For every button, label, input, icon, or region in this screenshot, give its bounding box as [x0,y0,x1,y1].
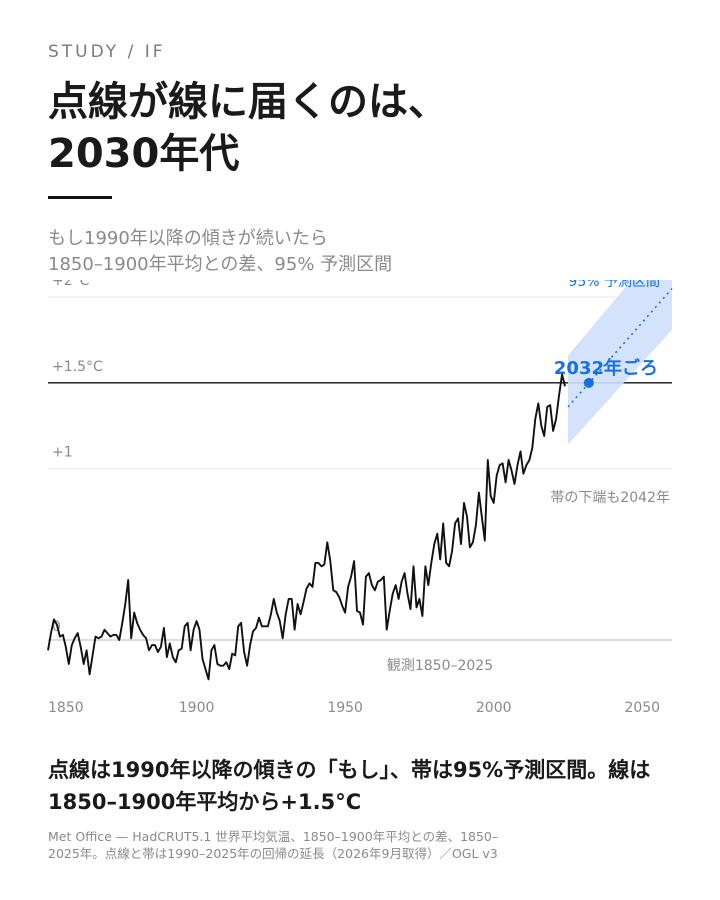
x-tick-label: 1900 [179,700,215,716]
caption-text: 点線は1990年以降の傾きの「もし」、帯は95%予測区間。線は1850–1900… [48,758,651,814]
trend-dotted-line [567,288,673,408]
headline-line-2: 2030年代 [48,131,240,177]
headline-rule [48,196,112,199]
source-line-1: Met Office — HadCRUT5.1 世界平均気温、1850–1900… [48,829,499,844]
crossing-label: 2032年ごろ [554,357,658,379]
subtitle-line-2: 1850–1900年平均との差、95% 予測区間 [48,254,393,275]
y-tick-label: 0 [52,619,61,635]
x-tick-label: 2000 [476,700,512,716]
band-label: 95% 予測区間 [568,280,660,290]
observed-series-line [47,373,566,681]
y-tick-label: +1 [52,445,73,461]
y-tick-label: +2°C [52,280,90,289]
x-tick-label: 2050 [624,700,660,716]
subtitle-line-1: もし1990年以降の傾きが続いたら [48,228,328,249]
observed-label: 観測1850–2025 [387,657,493,674]
crossing-point [583,377,594,388]
kicker: STUDY / IF [48,42,166,62]
temperature-chart: 0 +1 +1.5°C +2°C 1850 1900 1950 2000 2050 95% 予測区… [47,280,673,716]
y-tick-label: +1.5°C [52,359,103,375]
x-tick-label: 1950 [327,700,363,716]
headline-line-1: 点線が線に届くのは、 [48,79,448,125]
source-note: Met Office — HadCRUT5.1 世界平均気温、1850–1900… [48,828,678,862]
headline: 点線が線に届くのは、 2030年代 [48,76,688,180]
prediction-band [568,280,672,445]
subtitle: もし1990年以降の傾きが続いたら 1850–1900年平均との差、95% 予測… [48,226,688,278]
caption-emphasis: +1.5°C [280,790,362,814]
x-tick-label: 1850 [48,700,84,716]
caption: 点線は1990年以降の傾きの「もし」、帯は95%予測区間。線は1850–1900… [48,754,688,818]
band-note: 帯の下端も2042年 [550,490,670,506]
source-line-2: 2025年。点線と帯は1990–2025年の回帰の延長（2026年9月取得）／O… [48,846,498,861]
